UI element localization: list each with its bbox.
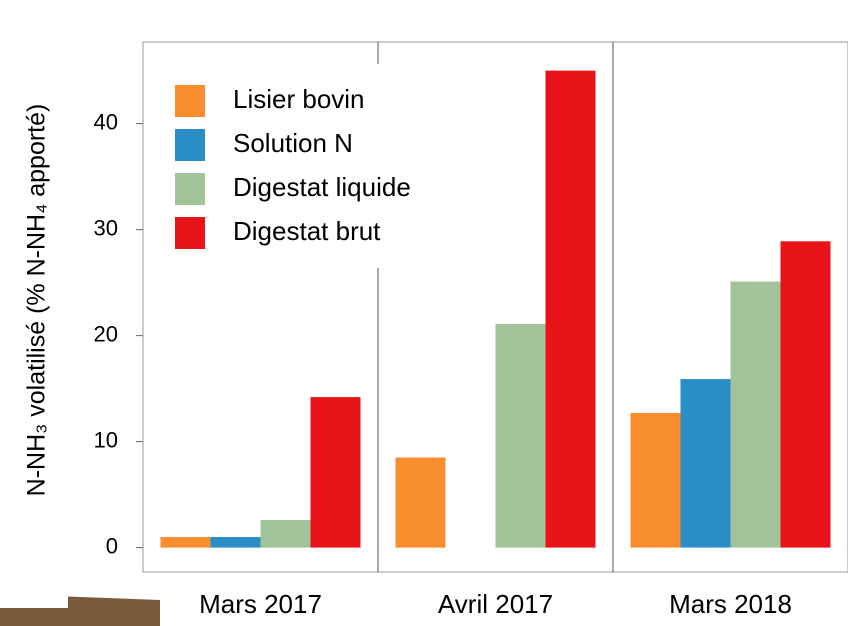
bar — [780, 241, 831, 548]
legend-label: Digestat brut — [233, 216, 381, 246]
x-tick-label: Avril 2017 — [438, 589, 553, 619]
bar — [630, 413, 681, 548]
y-tick-label: 40 — [94, 109, 118, 134]
y-tick-label: 0 — [106, 533, 118, 558]
x-tick-label: Mars 2017 — [199, 589, 322, 619]
y-tick-label: 30 — [94, 215, 118, 240]
bar — [395, 457, 446, 548]
legend-swatch — [175, 85, 205, 117]
bar — [310, 397, 361, 548]
y-axis-title: N-NH₃ volatilisé (% N-NH₄ apporté) — [23, 104, 51, 497]
y-tick-label: 20 — [94, 321, 118, 346]
x-tick-label: Mars 2018 — [669, 589, 792, 619]
legend-swatch — [175, 173, 205, 205]
legend-label: Solution N — [233, 128, 353, 158]
legend-swatch — [175, 129, 205, 161]
bar — [260, 520, 311, 548]
legend-label: Lisier bovin — [233, 84, 365, 114]
legend-swatch — [175, 217, 205, 249]
legend-label: Digestat liquide — [233, 172, 411, 202]
bar — [545, 70, 596, 548]
bar — [210, 537, 261, 548]
bar — [495, 323, 546, 548]
bar — [680, 379, 731, 548]
bar — [730, 281, 781, 548]
y-tick-label: 10 — [94, 427, 118, 452]
decoration — [0, 594, 68, 608]
bar — [160, 537, 211, 548]
legend-background — [160, 64, 500, 268]
